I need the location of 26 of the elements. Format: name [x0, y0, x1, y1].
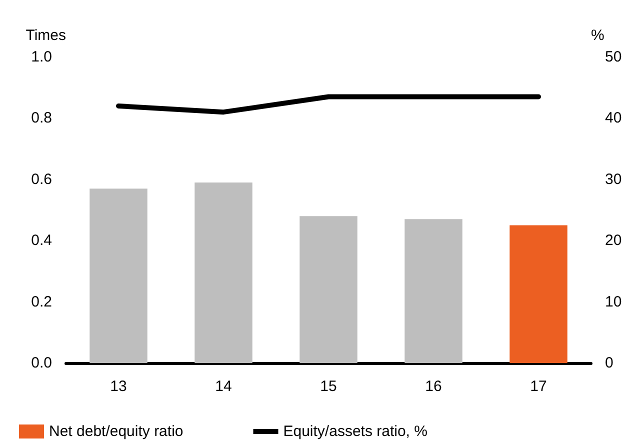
- legend-label: Net debt/equity ratio: [49, 423, 184, 440]
- y-tick-label: 0.8: [31, 110, 52, 127]
- x-tick-label: 15: [320, 378, 337, 395]
- bar: [404, 219, 462, 363]
- y-tick-label: 0.4: [31, 232, 52, 250]
- y2-axis-title: %: [591, 27, 604, 44]
- y2-tick-label: 40: [605, 110, 622, 127]
- x-tick-label: 16: [425, 378, 442, 395]
- y2-tick-label: 20: [605, 232, 622, 250]
- y2-tick-label: 30: [605, 170, 622, 188]
- y-tick-label: 1.0: [31, 48, 52, 66]
- x-tick-label: 17: [530, 378, 547, 395]
- y-tick-label: 0.2: [31, 293, 52, 310]
- bar: [300, 216, 358, 363]
- legend-label: Equity/assets ratio, %: [283, 423, 428, 440]
- bar: [510, 225, 568, 363]
- y2-tick-label: 50: [605, 48, 622, 66]
- x-tick-label: 13: [110, 378, 127, 395]
- y2-tick-label: 10: [605, 293, 622, 310]
- x-tick-label: 14: [215, 378, 232, 395]
- y2-tick-label: 0: [605, 354, 614, 372]
- y-tick-label: 0.0: [31, 354, 52, 372]
- bar: [194, 182, 252, 363]
- y-axis-title: Times: [26, 27, 66, 44]
- bar: [90, 188, 148, 363]
- y-tick-label: 0.6: [31, 170, 52, 188]
